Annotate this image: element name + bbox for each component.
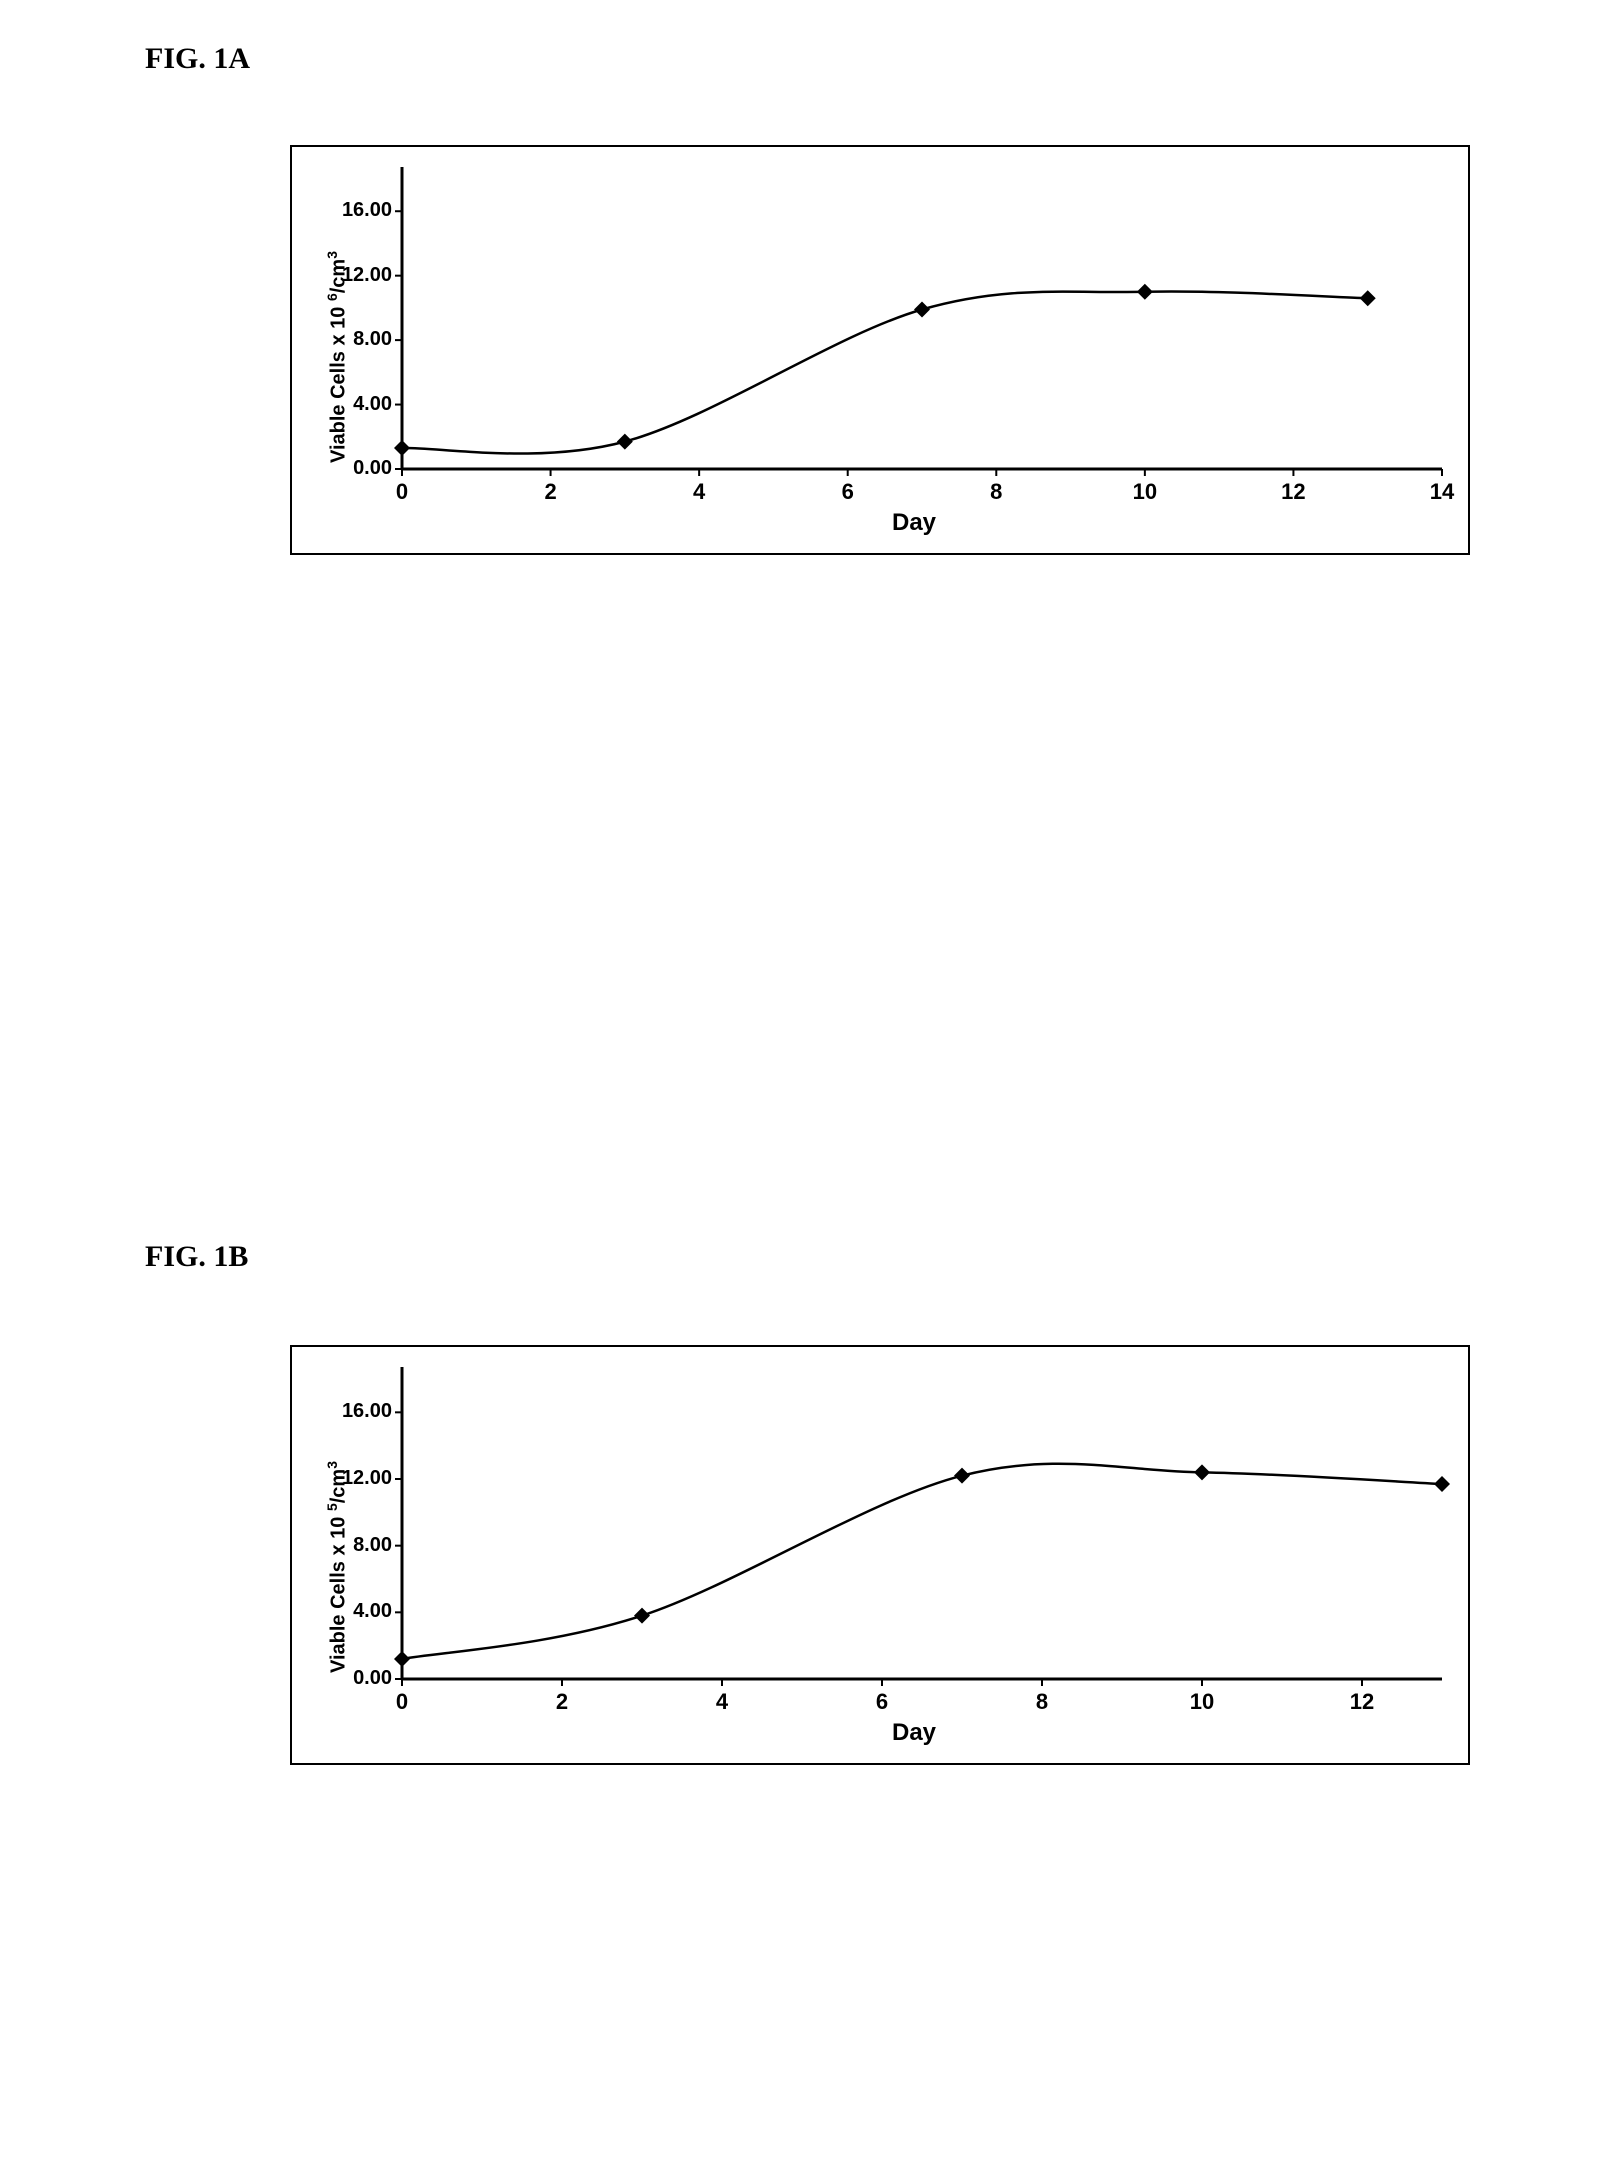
x-tick-label: 2 (542, 1689, 582, 1715)
y-axis-label: Viable Cells x 10 5/cm3 (324, 1461, 351, 1673)
x-tick-label: 4 (679, 479, 719, 505)
y-axis-label: Viable Cells x 10 6/cm3 (324, 251, 351, 463)
x-axis-label: Day (892, 1719, 936, 1747)
x-tick-label: 14 (1422, 479, 1462, 505)
y-tick-label: 16.00 (338, 1400, 392, 1423)
x-tick-label: 10 (1182, 1689, 1222, 1715)
figure-b-chart: 0.004.008.0012.0016.00024681012DayViable… (290, 1345, 1470, 1765)
x-tick-label: 8 (976, 479, 1016, 505)
x-tick-label: 10 (1125, 479, 1165, 505)
x-axis-label: Day (892, 509, 936, 537)
figure-b-label: FIG. 1B (145, 1240, 248, 1274)
x-tick-label: 6 (828, 479, 868, 505)
x-tick-label: 8 (1022, 1689, 1062, 1715)
x-tick-label: 0 (382, 1689, 422, 1715)
y-tick-label: 16.00 (338, 199, 392, 222)
x-tick-label: 6 (862, 1689, 902, 1715)
x-tick-label: 0 (382, 479, 422, 505)
x-tick-label: 4 (702, 1689, 742, 1715)
x-tick-label: 12 (1273, 479, 1313, 505)
x-tick-label: 12 (1342, 1689, 1382, 1715)
x-tick-label: 2 (531, 479, 571, 505)
figure-a-chart: 0.004.008.0012.0016.0002468101214DayViab… (290, 145, 1470, 555)
figure-a-label: FIG. 1A (145, 42, 250, 76)
